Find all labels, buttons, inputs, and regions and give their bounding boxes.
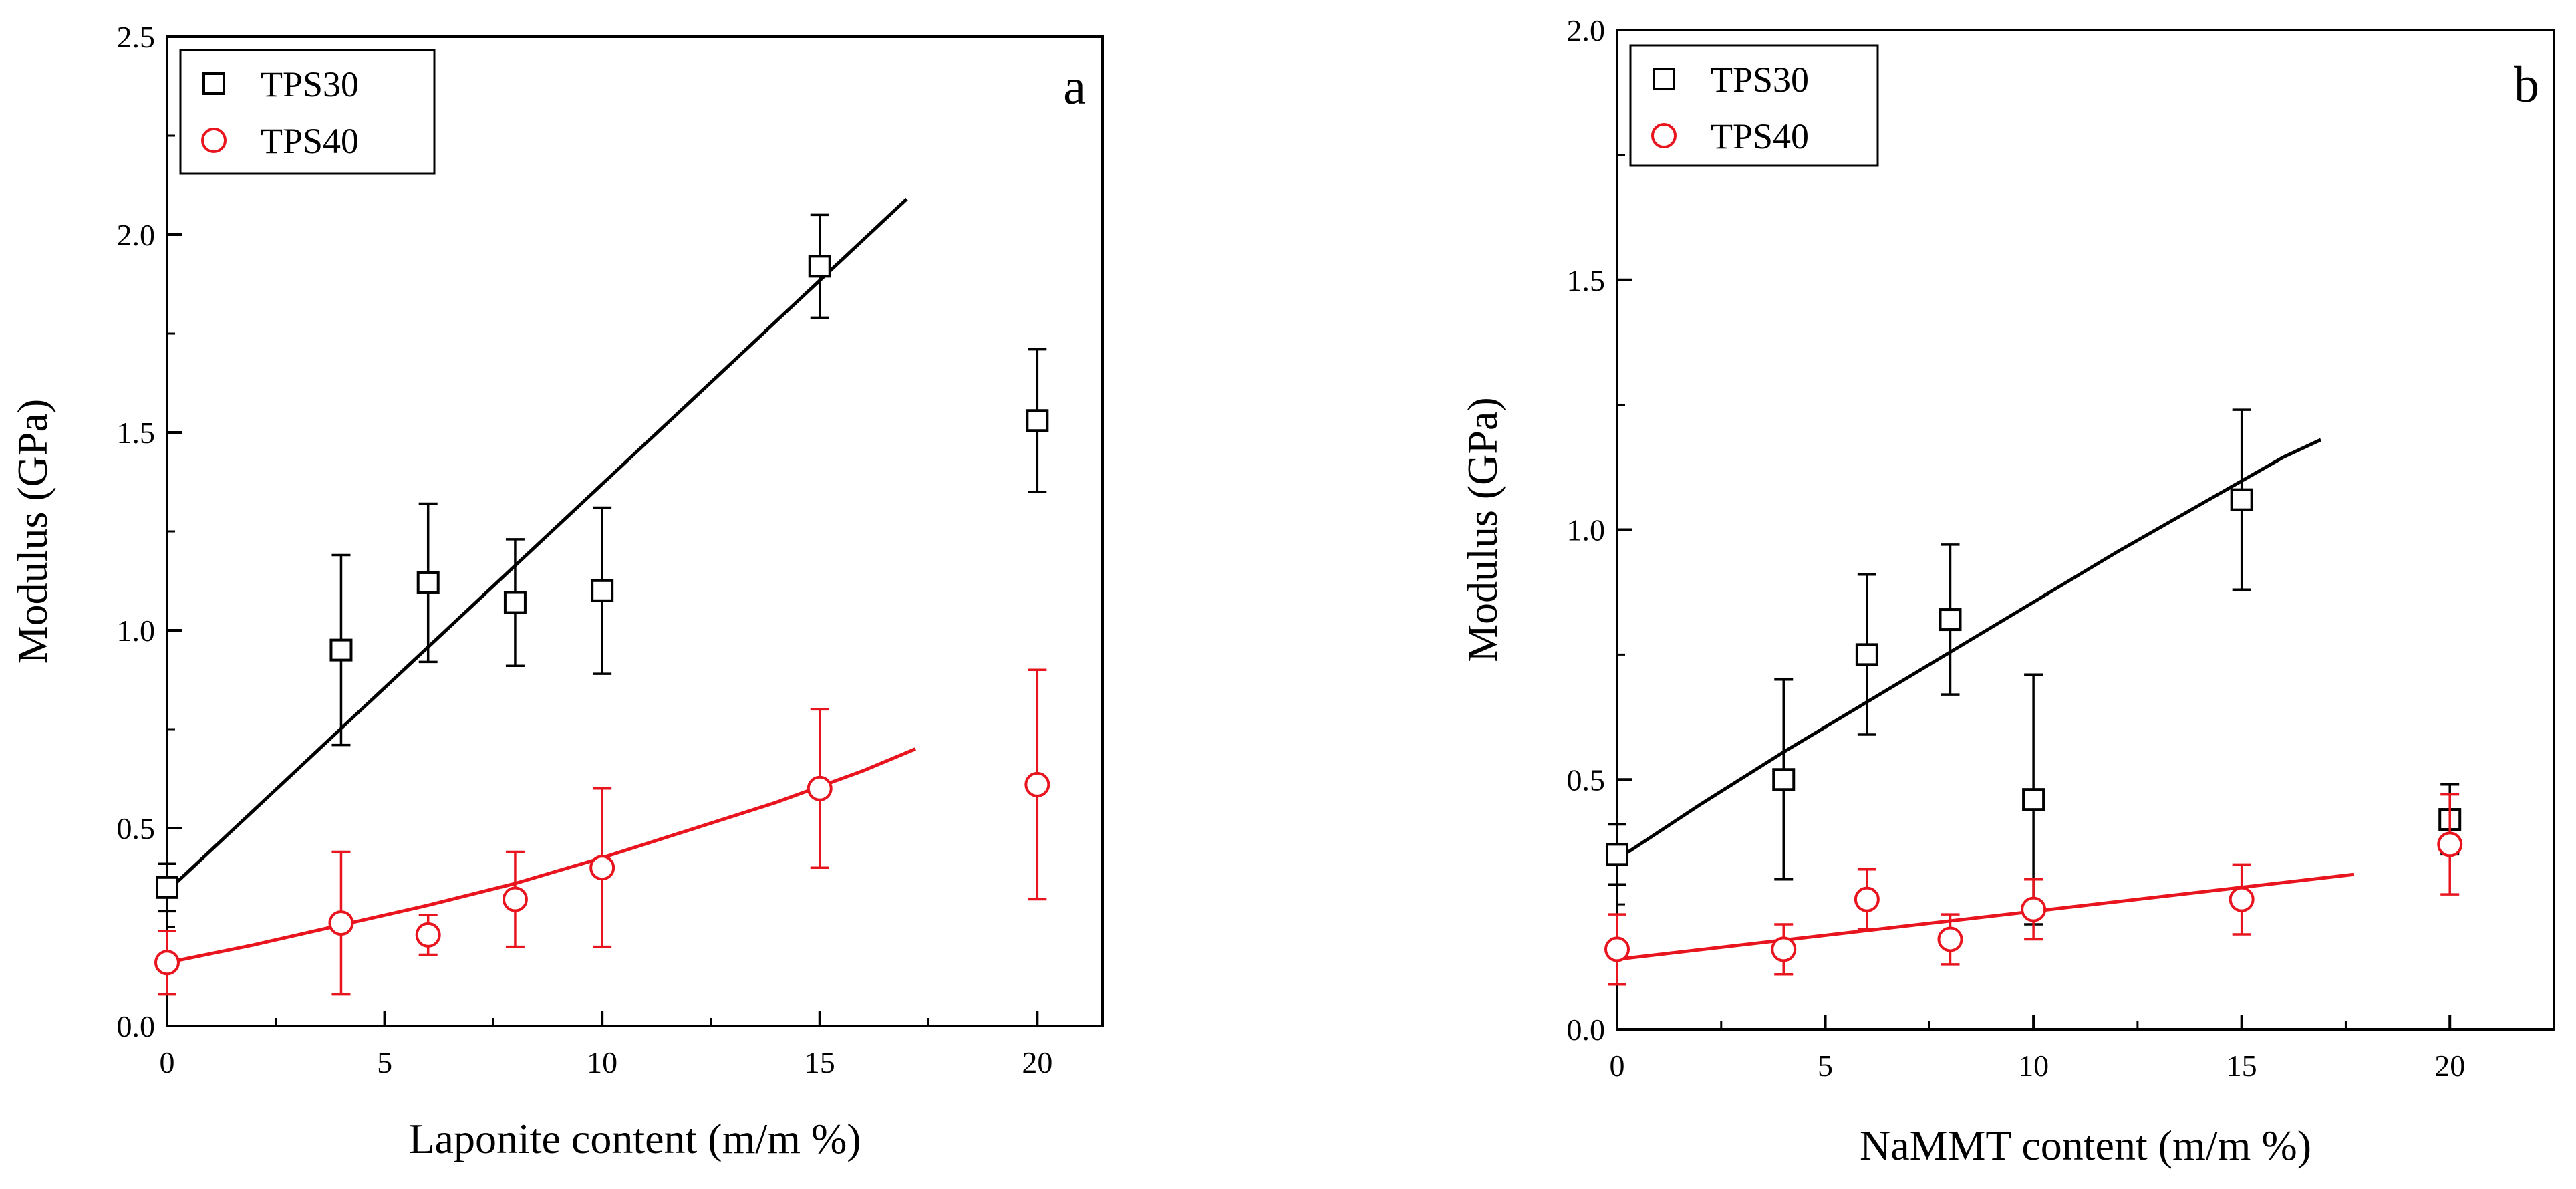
data-point [156,876,178,899]
legend: TPS30 TPS40 [1629,44,1879,167]
data-point [589,855,615,881]
data-point [1026,409,1049,432]
data-point [2230,488,2253,511]
x-tick-label: 5 [377,1045,392,1079]
x-tick-label: 5 [1818,1049,1833,1083]
data-point [1937,926,1963,952]
fit-line [166,197,908,893]
x-tick-label: 10 [587,1045,617,1079]
y-tick-label: 1.0 [1567,513,1606,547]
fit-line [1616,872,2355,961]
data-point [2022,788,2045,811]
x-axis-title: NaMMT content (m/m %) [1860,1121,2311,1169]
legend-box [1629,44,1879,167]
series-tps30 [1606,408,2462,926]
data-point [1604,936,1630,962]
legend-box [179,49,436,175]
data-point [2437,831,2463,857]
x-axis-title: Laponite content (m/m %) [408,1115,861,1162]
y-axis-title: Modulus (GPa) [9,399,56,664]
data-point [1024,771,1050,797]
y-tick-label: 2.0 [1567,13,1606,47]
data-point [1855,643,1878,666]
legend-label: TPS30 [1711,59,1809,100]
x-tick-label: 10 [2018,1049,2049,1083]
x-tick-label: 15 [805,1045,835,1079]
x-tick-label: 0 [1610,1049,1625,1083]
y-tick-label: 0.0 [117,1009,156,1043]
data-point [502,886,528,912]
data-point [154,950,180,976]
data-point [1772,768,1796,791]
legend-label: TPS40 [261,121,359,161]
data-point [1771,936,1797,962]
fit-line [1616,438,2322,861]
data-point [2229,886,2255,912]
series-tps40 [1604,793,2463,986]
data-point [328,910,354,936]
legend-label: TPS30 [261,64,359,104]
x-tick-label: 20 [1022,1045,1052,1079]
data-point [591,579,614,602]
data-point [1854,886,1880,912]
series-tps30 [156,197,1049,913]
y-tick-label: 1.5 [1567,263,1606,297]
x-tick-label: 0 [160,1045,175,1079]
panel-letter: a [1063,59,1086,115]
fit-line [166,747,916,964]
data-point [416,571,440,594]
legend-marker-square [1653,68,1675,90]
legend: TPS30 TPS40 [179,49,436,175]
data-point [1606,843,1628,866]
y-axis-title: Modulus (GPa) [1459,397,1506,662]
y-tick-label: 1.5 [117,416,156,450]
legend-label: TPS40 [1711,116,1809,156]
chart-panel-a: 0.0 0.5 1.0 1.5 2.0 2.5 0 5 10 15 20 Laponite conte… [9,20,1104,1162]
series-tps40 [154,668,1050,996]
legend-marker-circle [201,128,227,153]
y-tick-label: 0.5 [1567,763,1606,797]
data-point [2021,896,2047,922]
legend-marker-circle [1651,123,1677,148]
y-tick-label: 2.0 [117,218,156,252]
legend-marker-square [202,72,225,95]
panel-letter: b [2514,57,2539,113]
y-tick-label: 2.5 [117,20,156,54]
y-tick-label: 0.0 [1567,1013,1606,1047]
y-tick-label: 1.0 [117,614,156,648]
data-point [329,638,353,662]
data-point [808,255,831,278]
chart-panel-b: 0.0 0.5 1.0 1.5 2.0 0 5 10 15 20 NaMMT content (m/… [1459,13,2555,1169]
plot-frame [1616,29,2555,1031]
data-point [807,775,833,801]
data-point [503,591,527,614]
data-point [415,922,441,948]
x-tick-label: 20 [2434,1049,2465,1083]
plot-frame [166,35,1104,1027]
x-tick-label: 15 [2227,1049,2257,1083]
y-tick-label: 0.5 [117,811,156,845]
data-point [1939,608,1962,632]
